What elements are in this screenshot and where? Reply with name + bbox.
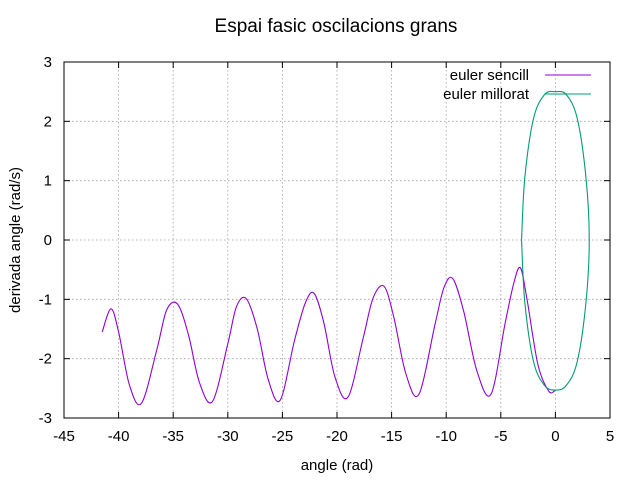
chart-title: Espai fasic oscilacions grans (215, 16, 458, 37)
y-tick-label: 0 (44, 232, 52, 249)
series-line-2 (521, 90, 590, 391)
y-tick-label: 3 (44, 54, 52, 71)
legend: euler sencill euler millorat (443, 67, 591, 103)
series-lines (101, 90, 590, 406)
plot-frame (63, 61, 611, 419)
x-tick-label: -20 (326, 428, 348, 445)
series-line-1 (101, 266, 556, 406)
x-tick-label: -10 (435, 428, 457, 445)
x-axis-label: angle (rad) (301, 457, 374, 474)
x-tick-label: -30 (217, 428, 239, 445)
legend-label: euler millorat (443, 86, 530, 103)
legend-label: euler sencill (450, 67, 529, 84)
y-tick-label: -2 (39, 351, 52, 368)
y-tick-label: 2 (44, 113, 52, 130)
y-axis-label: derivada angle (rad/s) (7, 167, 24, 313)
x-tick-label: -25 (272, 428, 294, 445)
x-tick-label: -35 (162, 428, 184, 445)
y-tick-label: 1 (44, 173, 52, 190)
y-tick-label: -3 (39, 410, 52, 427)
x-tick-label: -5 (494, 428, 507, 445)
grid-lines (64, 62, 610, 418)
y-tick-label: -1 (39, 291, 52, 308)
x-tick-label: -45 (53, 428, 75, 445)
x-tick-label: -15 (381, 428, 403, 445)
x-tick-label: 0 (551, 428, 559, 445)
x-tick-label: -40 (108, 428, 130, 445)
x-tick-label: 5 (606, 428, 614, 445)
